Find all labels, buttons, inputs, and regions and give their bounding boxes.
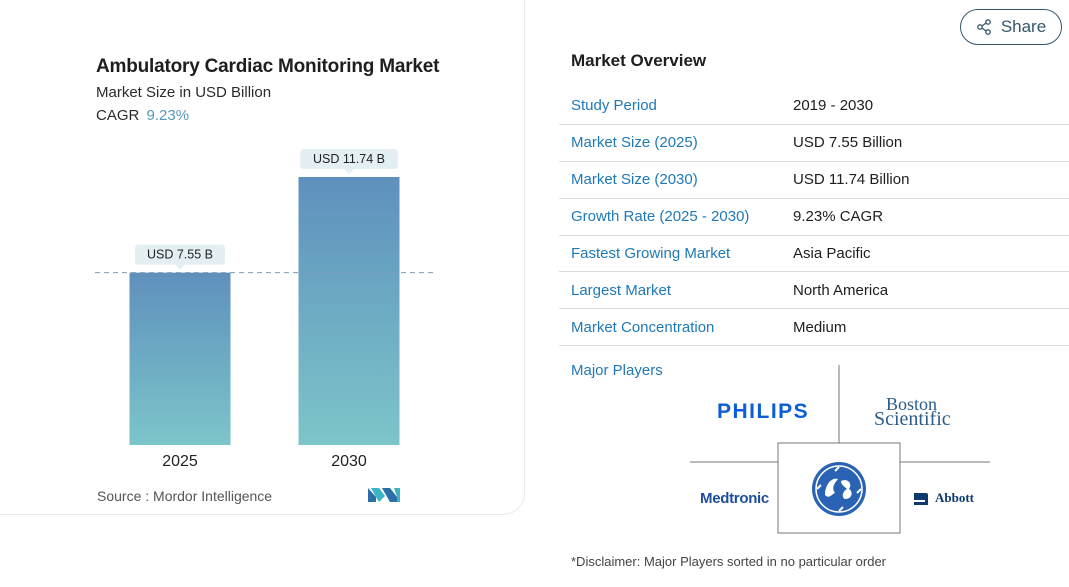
row-label[interactable]: Largest Market: [571, 281, 672, 299]
abbott-logo: Abbott: [912, 489, 974, 507]
row-label[interactable]: Fastest Growing Market: [571, 245, 731, 262]
philips-logo: PHILIPS: [717, 400, 810, 423]
ge-logo: [812, 462, 866, 516]
abbott-mark-icon: [914, 493, 928, 505]
data-label-pointer: [175, 264, 185, 270]
boston-scientific-logo: Boston Scientific: [874, 394, 951, 430]
chart-source: Source : Mordor Intelligence: [97, 488, 273, 504]
data-label-box: [135, 244, 225, 265]
bar-chart: USD 7.55 B 2025 USD 11.74 B 2030: [95, 149, 435, 470]
cagr-label: CAGR: [96, 107, 140, 124]
chart-card: [0, 0, 525, 515]
table-row: Growth Rate (2025 - 2030) 9.23% CAGR: [559, 199, 1069, 236]
mordor-intelligence-logo: [368, 488, 400, 502]
data-label: USD 11.74 B: [313, 152, 385, 166]
row-label[interactable]: Market Concentration: [571, 318, 715, 336]
data-label-pointer: [344, 169, 354, 174]
table-row: Market Size (2025) USD 7.55 Billion: [559, 125, 1069, 162]
row-value: USD 7.55 Billion: [793, 134, 903, 152]
row-value: Medium: [793, 318, 847, 336]
disclaimer: *Disclaimer: Major Players sorted in no …: [571, 554, 887, 569]
row-label[interactable]: Growth Rate (2025 - 2030): [571, 208, 750, 226]
abbott-name: Abbott: [935, 490, 975, 505]
market-overview-title: Market Overview: [571, 51, 707, 70]
share-button[interactable]: Share: [960, 9, 1062, 45]
medtronic-logo: Medtronic: [700, 490, 769, 507]
chart-title: Ambulatory Cardiac Monitoring Market: [96, 56, 440, 77]
row-value: North America: [793, 281, 889, 299]
x-tick-label: 2030: [331, 453, 367, 470]
chart-cagr: CAGR 9.23%: [96, 107, 189, 124]
data-label: USD 7.55 B: [147, 248, 213, 262]
major-players-label[interactable]: Major Players: [571, 362, 663, 379]
bar-2025: [129, 272, 231, 445]
chart-subtitle: Market Size in USD Billion: [96, 84, 272, 101]
row-label[interactable]: Study Period: [571, 97, 657, 115]
x-tick-label: 2025: [162, 453, 198, 470]
table-row: Market Size (2030) USD 11.74 Billion: [559, 162, 1069, 199]
row-value: 9.23% CAGR: [793, 208, 884, 226]
row-value: Asia Pacific: [793, 245, 871, 262]
boston-logo-line2: Scientific: [874, 408, 951, 430]
share-label: Share: [1000, 17, 1047, 36]
row-value: 2019 - 2030: [793, 97, 874, 115]
share-icon: [976, 19, 991, 35]
boston-logo-line1: Boston: [886, 394, 938, 414]
table-row: Fastest Growing Market Asia Pacific: [559, 236, 1069, 273]
cagr-value: 9.23%: [146, 107, 190, 124]
row-value: USD 11.74 Billion: [793, 171, 910, 189]
data-label-box: [300, 149, 398, 169]
row-label[interactable]: Market Size (2030): [571, 171, 698, 189]
table-row: Largest Market North America: [559, 272, 1069, 310]
table-row: Market Concentration Medium: [559, 309, 1069, 347]
row-label[interactable]: Market Size (2025): [571, 134, 698, 152]
table-row: Study Period 2019 - 2030: [559, 88, 1069, 125]
bar-2030: [298, 177, 400, 445]
market-overview-table: Study Period 2019 - 2030 Market Size (20…: [559, 88, 1069, 347]
